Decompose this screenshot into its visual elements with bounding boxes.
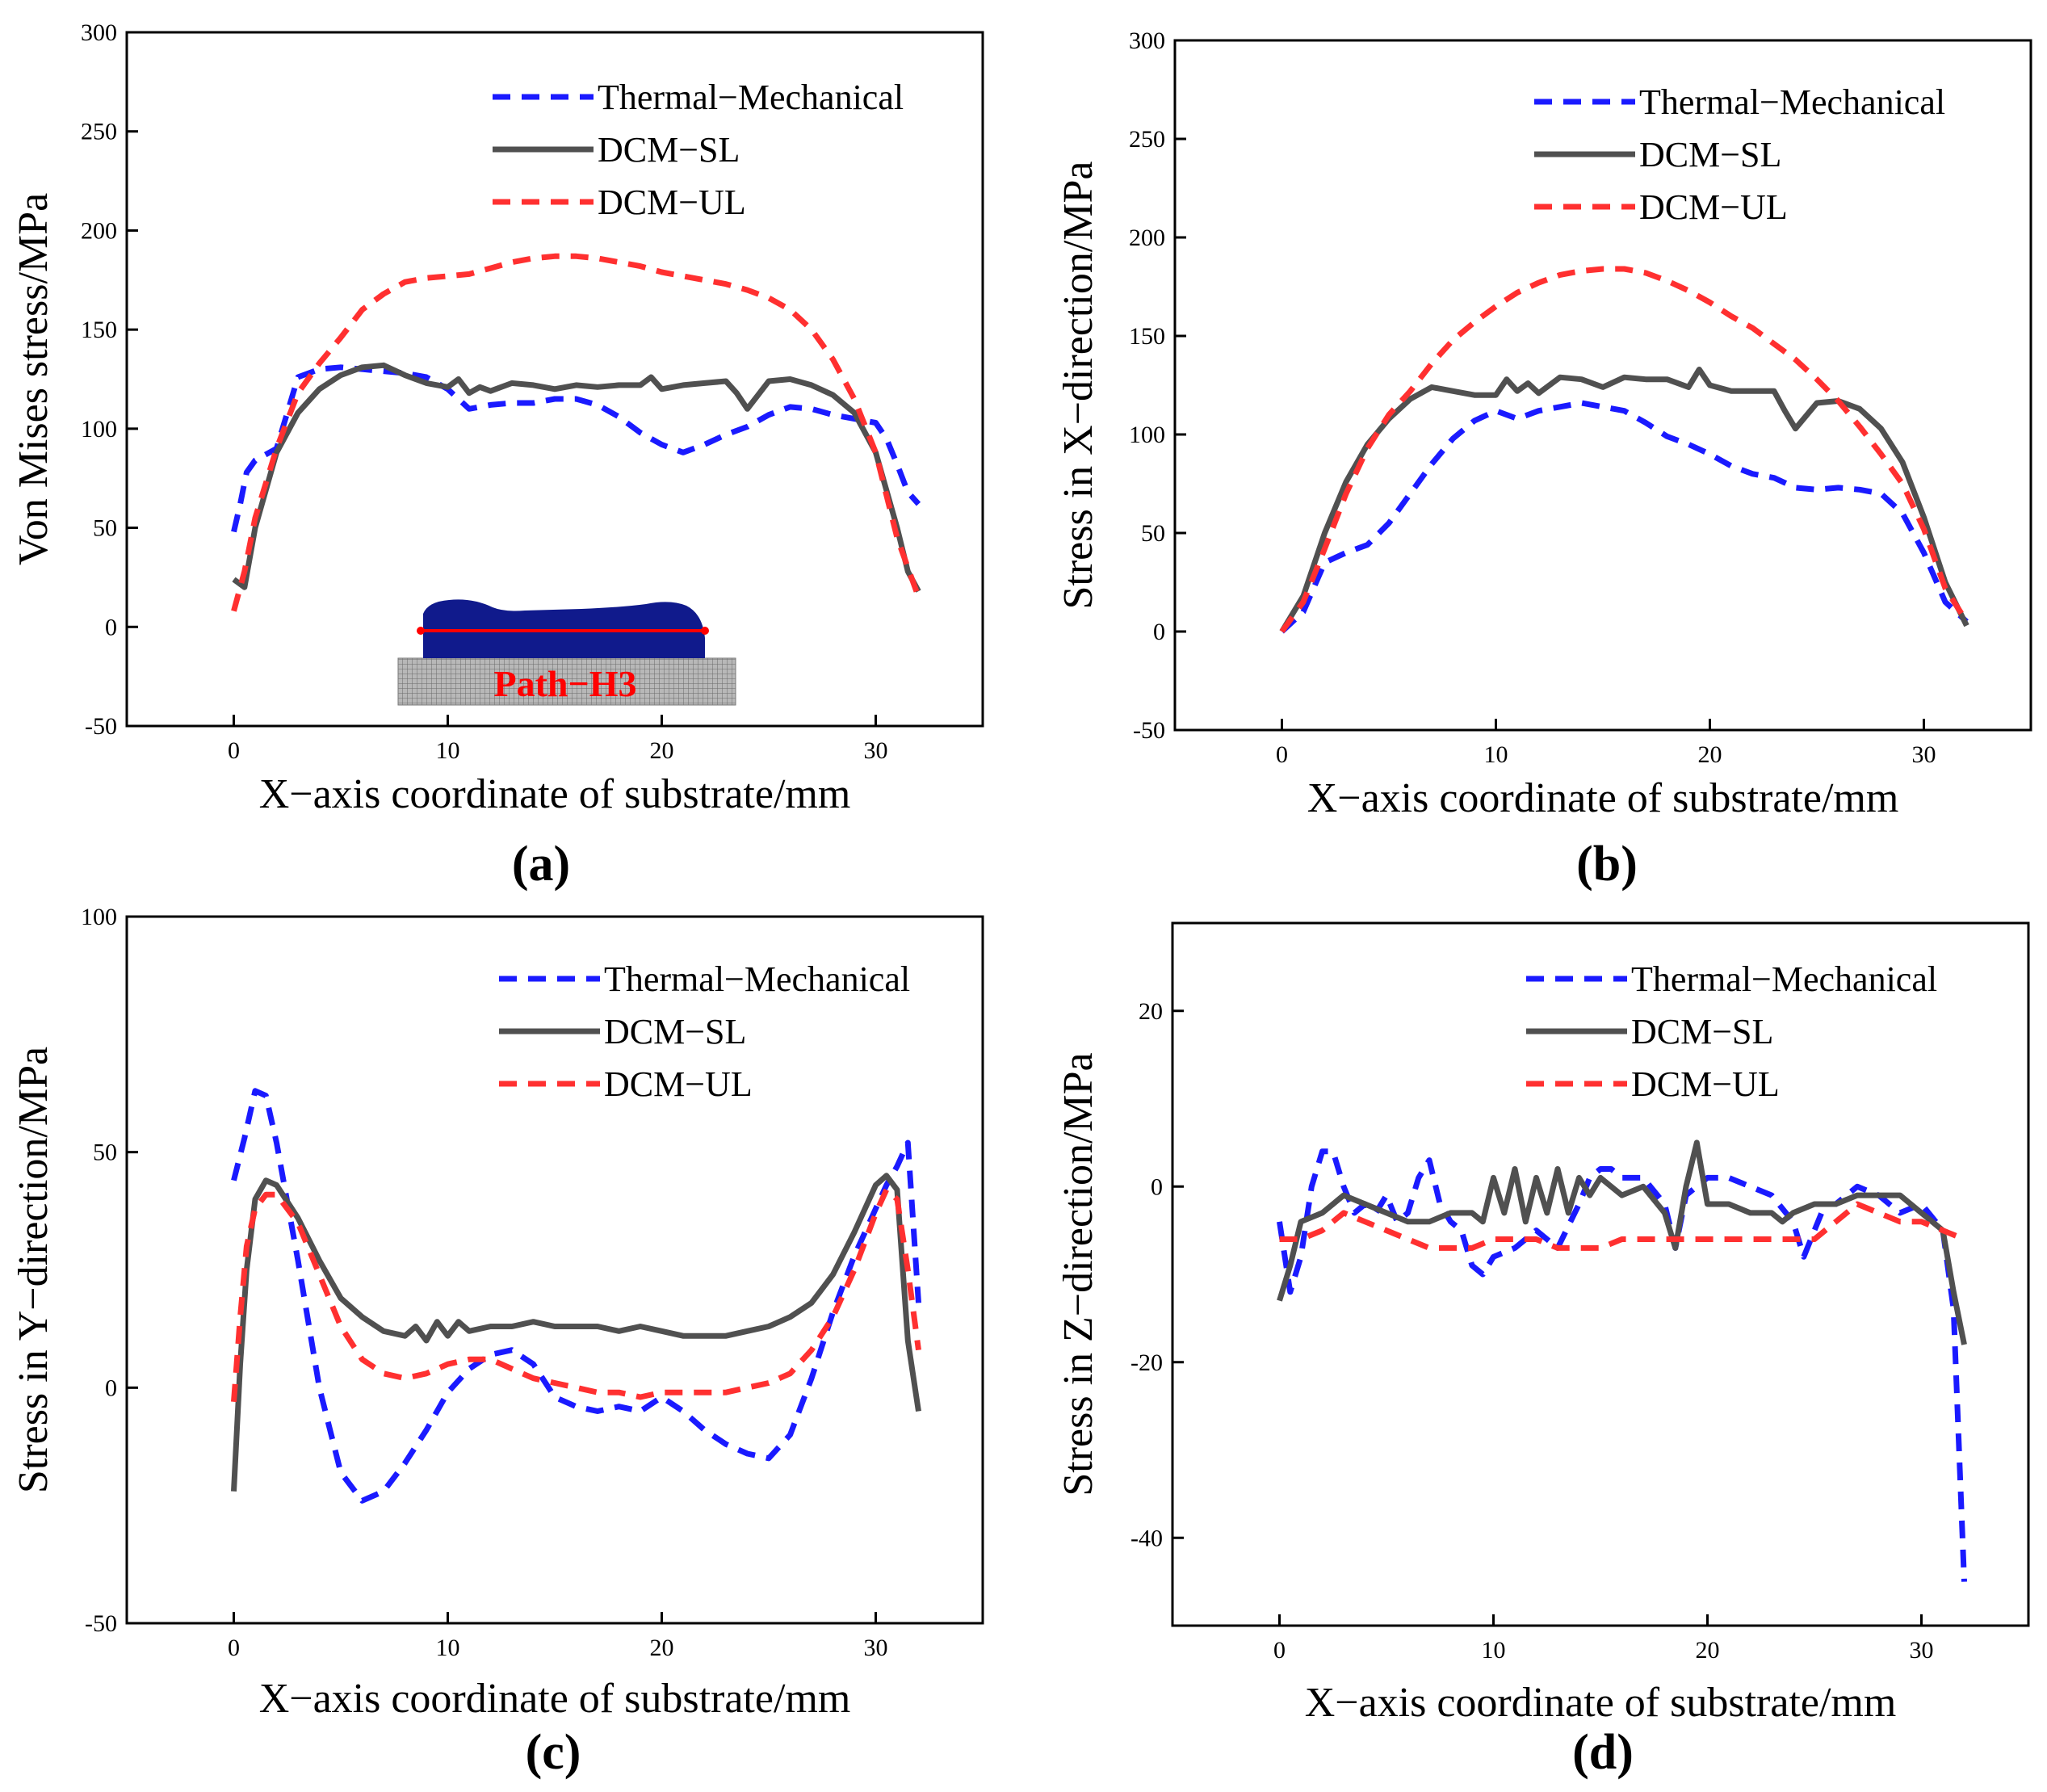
y-tick-label-d: -40 (1130, 1525, 1163, 1551)
series-line-dcm-ul-a (231, 253, 921, 612)
series-line-dcm-sl-c (231, 1173, 921, 1492)
series-line-dcm-ul-d (1279, 1201, 1965, 1251)
y-tick-label-b: -50 (1133, 717, 1165, 744)
y-tick-label-a: -50 (85, 713, 117, 740)
x-axis-title-c: X−axis coordinate of substrate/mm (259, 1676, 851, 1722)
x-tick-label-a: 0 (228, 737, 240, 764)
legend-b: Thermal−Mechanical DCM−SL DCM−UL (1534, 82, 1945, 227)
legend-label-dcm-sl: DCM−SL (1631, 1012, 1773, 1051)
y-tick-label-b: 100 (1129, 422, 1165, 448)
x-tick-label-a: 30 (864, 737, 888, 764)
x-tick-label-a: 10 (436, 737, 460, 764)
y-axis-title-a: Von Mises stress/MPa (10, 193, 57, 565)
y-tick-label-c: 50 (93, 1139, 117, 1166)
legend-label-dcm-sl: DCM−SL (598, 130, 740, 170)
y-tick-label-d: -20 (1130, 1349, 1163, 1376)
x-tick-label-c: 20 (650, 1635, 674, 1661)
x-axis-title-a: X−axis coordinate of substrate/mm (259, 771, 851, 817)
y-tick-label-b: 300 (1129, 27, 1165, 54)
x-tick-label-b: 10 (1484, 741, 1508, 768)
path-start-dot (417, 627, 425, 635)
panel-label-a: (a) (512, 837, 570, 892)
x-tick-label-d: 30 (1910, 1637, 1934, 1664)
legend-d: Thermal−Mechanical DCM−SL DCM−UL (1526, 959, 1937, 1104)
chart-panel-b: 0 10 20 30 -50 0 50 100 150 200 250 300 X−axis coord… (1055, 27, 2032, 892)
legend-label-dcm-sl: DCM−SL (1639, 135, 1781, 174)
y-tick-label-c: -50 (85, 1610, 117, 1637)
plot-frame-a (125, 31, 984, 728)
y-tick-label-a: 0 (105, 614, 117, 640)
x-tick-label-b: 20 (1698, 741, 1722, 768)
deposit-track (423, 599, 705, 658)
y-tick-label-b: 200 (1129, 225, 1165, 251)
y-axis-title-d: Stress in Z−direction/MPa (1055, 1052, 1101, 1496)
chart-panel-c: 0 10 20 30 -50 0 50 100 X−axis coordinate of sub… (10, 904, 984, 1780)
legend-label-dcm-ul: DCM−UL (598, 183, 746, 222)
y-tick-label-a: 50 (93, 515, 117, 542)
x-tick-label-c: 0 (228, 1635, 240, 1661)
legend-label-dcm-ul: DCM−UL (1631, 1064, 1780, 1104)
legend-label-thermal-mechanical: Thermal−Mechanical (598, 78, 904, 117)
panel-label-c: (c) (526, 1725, 581, 1780)
x-tick-label-c: 30 (864, 1635, 888, 1661)
series-line-thermal-mechanical-d (1277, 1148, 1967, 1582)
chart-panel-a: 0 10 20 30 -50 0 50 100 150 200 250 300 X−axis coord… (10, 19, 984, 892)
y-tick-label-b: 0 (1153, 619, 1165, 645)
plot-frame-b (1173, 39, 2032, 732)
panel-label-d: (d) (1572, 1725, 1634, 1780)
series-line-dcm-ul-b (1279, 266, 1969, 634)
y-tick-label-d: 0 (1151, 1173, 1163, 1200)
series-line-dcm-ul-c (231, 1186, 921, 1403)
y-tick-label-a: 250 (81, 119, 117, 145)
y-tick-label-d: 20 (1139, 998, 1163, 1025)
y-axis-title-b: Stress in X−direction/MPa (1055, 161, 1101, 609)
y-tick-label-a: 300 (81, 19, 117, 46)
y-axis-title-c: Stress in Y−direction/MPa (10, 1047, 57, 1493)
legend-label-thermal-mechanical: Thermal−Mechanical (1639, 82, 1945, 122)
series-line-dcm-sl-a (232, 362, 921, 593)
x-tick-label-b: 0 (1276, 741, 1288, 768)
legend-a: Thermal−Mechanical DCM−SL DCM−UL (493, 78, 904, 222)
series-line-dcm-sl-d (1277, 1139, 1967, 1345)
legend-label-thermal-mechanical: Thermal−Mechanical (604, 959, 910, 999)
y-tick-label-a: 100 (81, 416, 117, 443)
y-tick-label-b: 250 (1129, 126, 1165, 153)
x-tick-label-d: 20 (1696, 1637, 1720, 1664)
x-tick-label-d: 0 (1273, 1637, 1286, 1664)
legend-label-thermal-mechanical: Thermal−Mechanical (1631, 959, 1937, 999)
x-tick-label-c: 10 (436, 1635, 460, 1661)
legend-label-dcm-ul: DCM−UL (604, 1064, 753, 1104)
legend-label-dcm-sl: DCM−SL (604, 1012, 746, 1051)
x-axis-title-d: X−axis coordinate of substrate/mm (1305, 1680, 1897, 1726)
legend-c: Thermal−Mechanical DCM−SL DCM−UL (499, 959, 910, 1104)
path-end-dot (701, 627, 709, 635)
x-tick-label-a: 20 (650, 737, 674, 764)
x-axis-title-b: X−axis coordinate of substrate/mm (1307, 775, 1899, 821)
substrate-block (397, 657, 736, 706)
path-h3-label: Path−H3 (494, 663, 637, 704)
legend-label-dcm-ul: DCM−UL (1639, 187, 1788, 227)
x-tick-label-d: 10 (1482, 1637, 1506, 1664)
x-tick-label-b: 30 (1912, 741, 1936, 768)
y-tick-label-b: 150 (1129, 323, 1165, 350)
path-h3-inset: Path−H3 (397, 599, 736, 706)
plot-frame-d (1171, 921, 2030, 1627)
y-tick-label-c: 0 (105, 1374, 117, 1401)
y-tick-label-b: 50 (1141, 520, 1165, 547)
series-line-thermal-mechanical-b (1280, 400, 1969, 634)
plot-frame-c (125, 915, 984, 1625)
chart-panel-d: 0 10 20 30 -40 -20 0 20 X−axis coordinate of sub… (1055, 921, 2030, 1780)
series-line-thermal-mechanical-a (231, 364, 921, 533)
y-tick-label-a: 150 (81, 317, 117, 343)
y-tick-label-a: 200 (81, 217, 117, 244)
panel-label-b: (b) (1576, 837, 1638, 892)
y-tick-label-c: 100 (81, 904, 117, 930)
